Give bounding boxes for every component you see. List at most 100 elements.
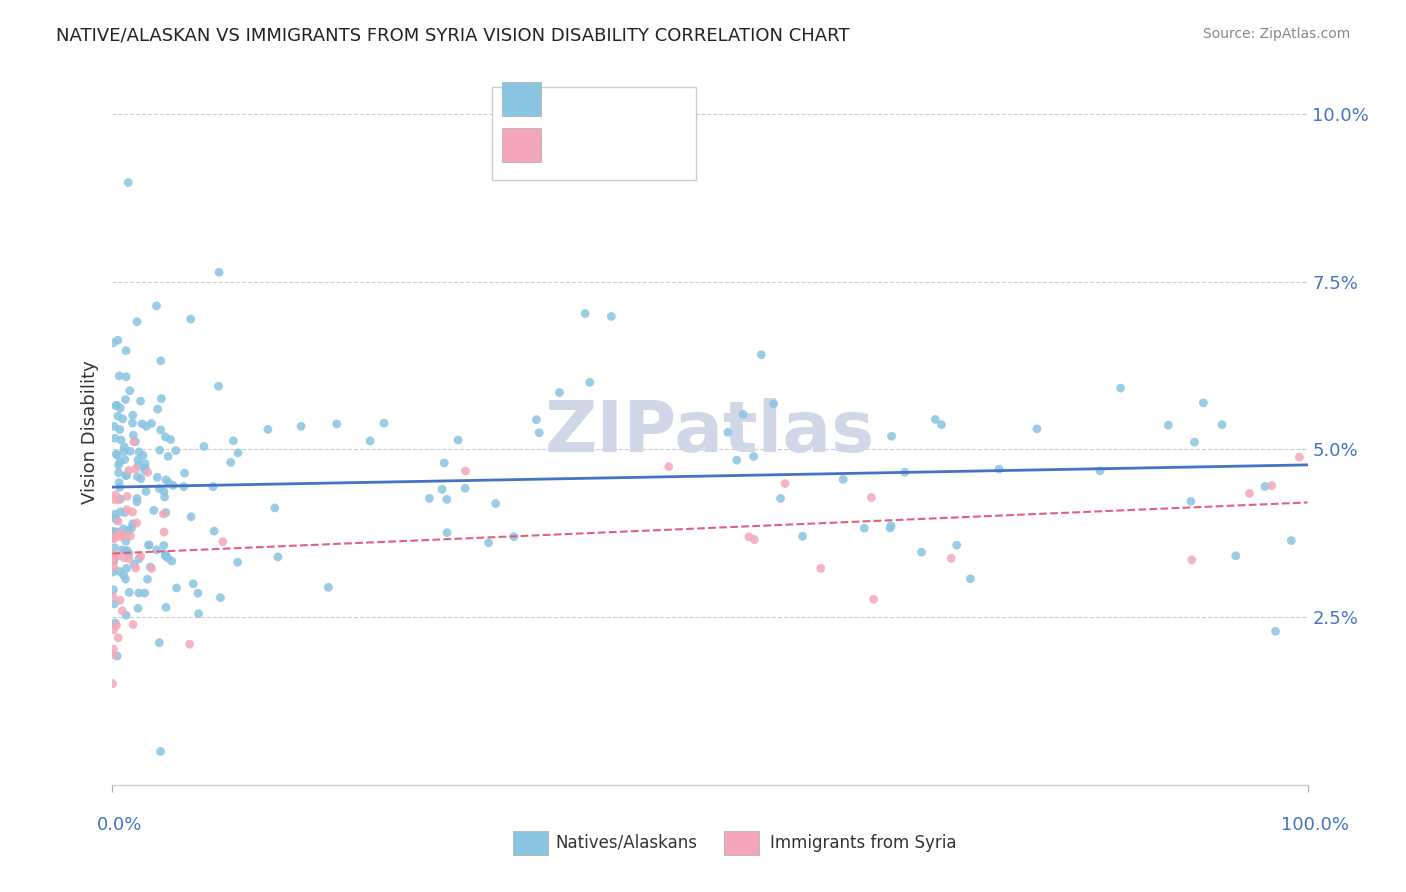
Text: Natives/Alaskans: Natives/Alaskans	[555, 834, 697, 852]
Point	[121, 416, 143, 430]
Point	[187, 586, 209, 600]
Point	[548, 385, 571, 400]
Point	[122, 434, 145, 449]
Point	[115, 561, 138, 575]
Point	[114, 528, 136, 542]
Point	[145, 299, 167, 313]
Point	[418, 491, 440, 506]
Point	[742, 450, 765, 464]
Point	[104, 399, 127, 413]
Text: R =: R =	[550, 90, 586, 108]
Point	[112, 568, 135, 582]
Point	[574, 307, 596, 321]
Point	[860, 491, 883, 505]
Point	[114, 572, 136, 586]
Point	[103, 531, 125, 545]
Point	[104, 511, 127, 525]
Point	[110, 530, 132, 544]
Point	[202, 524, 225, 538]
Point	[112, 550, 135, 565]
Point	[159, 433, 181, 447]
Point	[165, 443, 187, 458]
Point	[149, 744, 172, 758]
Point	[941, 551, 963, 566]
Point	[103, 554, 125, 568]
Point	[103, 642, 125, 657]
Point	[725, 453, 748, 467]
Point	[717, 425, 740, 440]
Point	[600, 310, 623, 324]
Point	[118, 585, 141, 599]
Point	[103, 553, 125, 567]
Point	[430, 483, 453, 497]
Text: Immigrants from Syria: Immigrants from Syria	[770, 834, 957, 852]
Text: R =: R =	[550, 136, 586, 154]
Point	[1225, 549, 1247, 563]
Text: NATIVE/ALASKAN VS IMMIGRANTS FROM SYRIA VISION DISABILITY CORRELATION CHART: NATIVE/ALASKAN VS IMMIGRANTS FROM SYRIA …	[56, 27, 849, 45]
Point	[112, 522, 135, 536]
Point	[318, 580, 340, 594]
Point	[103, 530, 125, 544]
Point	[111, 604, 134, 618]
Point	[226, 446, 249, 460]
Point	[103, 548, 125, 562]
Point	[153, 490, 176, 504]
Point	[110, 401, 132, 415]
Point	[1211, 417, 1233, 432]
Point	[180, 312, 202, 326]
Point	[880, 429, 903, 443]
Point	[136, 466, 159, 480]
Point	[114, 392, 136, 407]
Text: Source: ZipAtlas.com: Source: ZipAtlas.com	[1202, 27, 1350, 41]
Point	[121, 521, 143, 535]
Point	[127, 458, 149, 472]
Point	[121, 505, 143, 519]
Point	[141, 417, 163, 431]
Point	[910, 545, 932, 559]
Point	[155, 473, 177, 487]
Point	[153, 524, 176, 539]
Point	[769, 491, 792, 506]
Point	[135, 484, 157, 499]
Point	[118, 547, 141, 561]
Point	[107, 631, 129, 645]
Point	[129, 549, 152, 564]
Point	[101, 525, 124, 540]
Point	[145, 542, 167, 557]
Point	[101, 565, 124, 579]
Text: 100.0%: 100.0%	[1281, 816, 1348, 834]
Point	[1254, 479, 1277, 493]
Point	[111, 528, 134, 542]
Point	[152, 539, 174, 553]
Point	[105, 513, 128, 527]
Point	[141, 561, 163, 575]
Point	[105, 524, 128, 539]
Point	[107, 466, 129, 480]
Point	[485, 497, 508, 511]
Point	[115, 608, 138, 623]
Point	[155, 548, 177, 562]
Point	[103, 492, 125, 507]
Point	[193, 439, 215, 453]
Point	[447, 433, 470, 447]
Text: ZIPatlas: ZIPatlas	[546, 398, 875, 467]
Point	[139, 560, 162, 574]
Point	[112, 440, 135, 454]
Point	[1239, 486, 1261, 500]
Point	[110, 433, 132, 447]
Point	[359, 434, 381, 448]
Point	[862, 592, 884, 607]
Point	[128, 445, 150, 459]
Point	[124, 462, 146, 476]
Point	[134, 457, 156, 471]
Y-axis label: Vision Disability: Vision Disability	[80, 360, 98, 505]
Point	[117, 176, 139, 190]
Point	[731, 408, 754, 422]
Point	[104, 508, 127, 522]
Point	[124, 434, 146, 449]
Point	[105, 398, 128, 412]
Point	[125, 495, 148, 509]
Point	[134, 462, 156, 476]
Point	[103, 335, 125, 350]
Point	[762, 397, 785, 411]
